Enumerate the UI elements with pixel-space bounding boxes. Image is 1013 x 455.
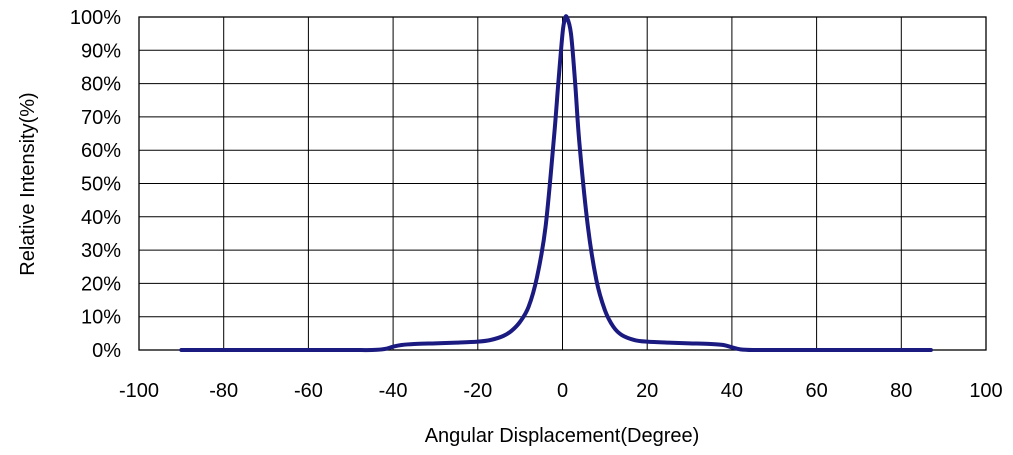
y-axis-title: Relative Intensity(%) <box>17 92 39 275</box>
x-tick-label: -40 <box>379 380 408 402</box>
y-tick-label: 90% <box>81 40 121 62</box>
x-tick-label: -20 <box>463 380 492 402</box>
y-tick-label: 30% <box>81 240 121 262</box>
x-axis-title: Angular Displacement(Degree) <box>425 425 700 447</box>
tick-labels: -100 -80 -60 -40 -20 0 20 40 60 80 100 0% 10% 20% 30% 4… <box>70 7 1003 402</box>
x-tick-label: -60 <box>294 380 323 402</box>
y-tick-label: 60% <box>81 140 121 162</box>
intensity-curve <box>179 14 933 353</box>
y-tick-label: 0% <box>92 340 121 362</box>
x-tick-label: -80 <box>209 380 238 402</box>
y-tick-label: 20% <box>81 273 121 295</box>
plot-frame <box>138 16 987 351</box>
y-tick-label: 50% <box>81 174 121 196</box>
y-tick-label: 100% <box>70 7 121 29</box>
x-tick-label: 20 <box>636 380 658 402</box>
x-tick-label: 80 <box>890 380 912 402</box>
x-tick-label: 40 <box>721 380 743 402</box>
y-tick-label: 80% <box>81 74 121 96</box>
y-tick-label: 70% <box>81 107 121 129</box>
x-tick-label: -100 <box>119 380 159 402</box>
series <box>179 14 933 353</box>
y-tick-label: 10% <box>81 307 121 329</box>
x-tick-label: 60 <box>805 380 827 402</box>
x-tick-label: 100 <box>969 380 1002 402</box>
x-tick-label: 0 <box>557 380 568 402</box>
grid <box>138 16 987 351</box>
y-tick-label: 40% <box>81 207 121 229</box>
